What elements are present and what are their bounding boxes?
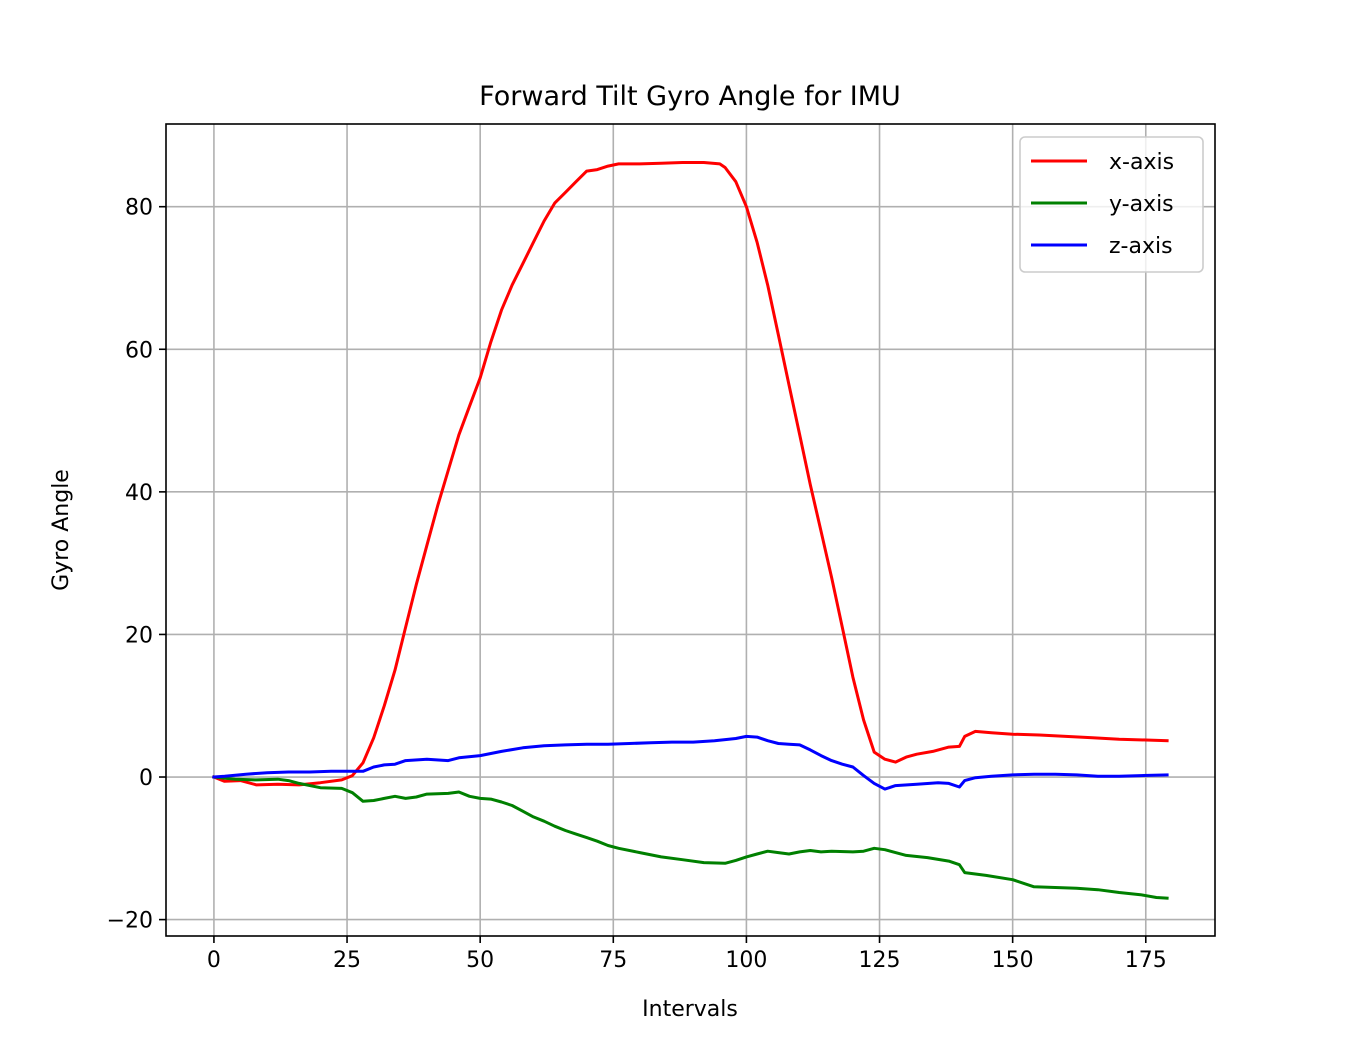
- legend-box: [1019, 136, 1204, 273]
- axis-ticks: 0 25 50 75 100 125 150 175 −20 0 20 40 60 80: [107, 196, 1167, 973]
- series-line-y-axis: [212, 775, 1169, 900]
- y-tick-label: 40: [125, 481, 153, 506]
- series-line-z-axis: [212, 734, 1169, 791]
- y-tick-label: 0: [139, 766, 153, 791]
- x-tick-label: 25: [333, 948, 361, 973]
- x-tick-label: 50: [466, 948, 494, 973]
- legend-label: x-axis: [1109, 150, 1174, 175]
- series-lines: [211, 161, 1169, 900]
- y-tick-label: −20: [107, 909, 153, 934]
- x-tick-label: 75: [599, 948, 627, 973]
- y-tick-label: 20: [125, 623, 153, 648]
- chart-title: Forward Tilt Gyro Angle for IMU: [479, 81, 901, 112]
- plot-frame: [165, 123, 1216, 937]
- x-tick-label: 150: [992, 948, 1034, 973]
- legend-label: z-axis: [1109, 234, 1173, 259]
- x-tick-label: 125: [859, 948, 901, 973]
- x-axis-label: Intervals: [642, 997, 738, 1022]
- legend-label: y-axis: [1109, 192, 1174, 217]
- y-tick-label: 80: [125, 196, 153, 221]
- y-tick-label: 60: [125, 338, 153, 363]
- legend: x-axis y-axis z-axis: [1019, 136, 1204, 273]
- x-tick-label: 100: [725, 948, 767, 973]
- y-axis-label: Gyro Angle: [49, 469, 74, 591]
- x-tick-label: 175: [1125, 948, 1167, 973]
- x-tick-label: 0: [207, 948, 221, 973]
- series-line-x-axis: [211, 161, 1169, 787]
